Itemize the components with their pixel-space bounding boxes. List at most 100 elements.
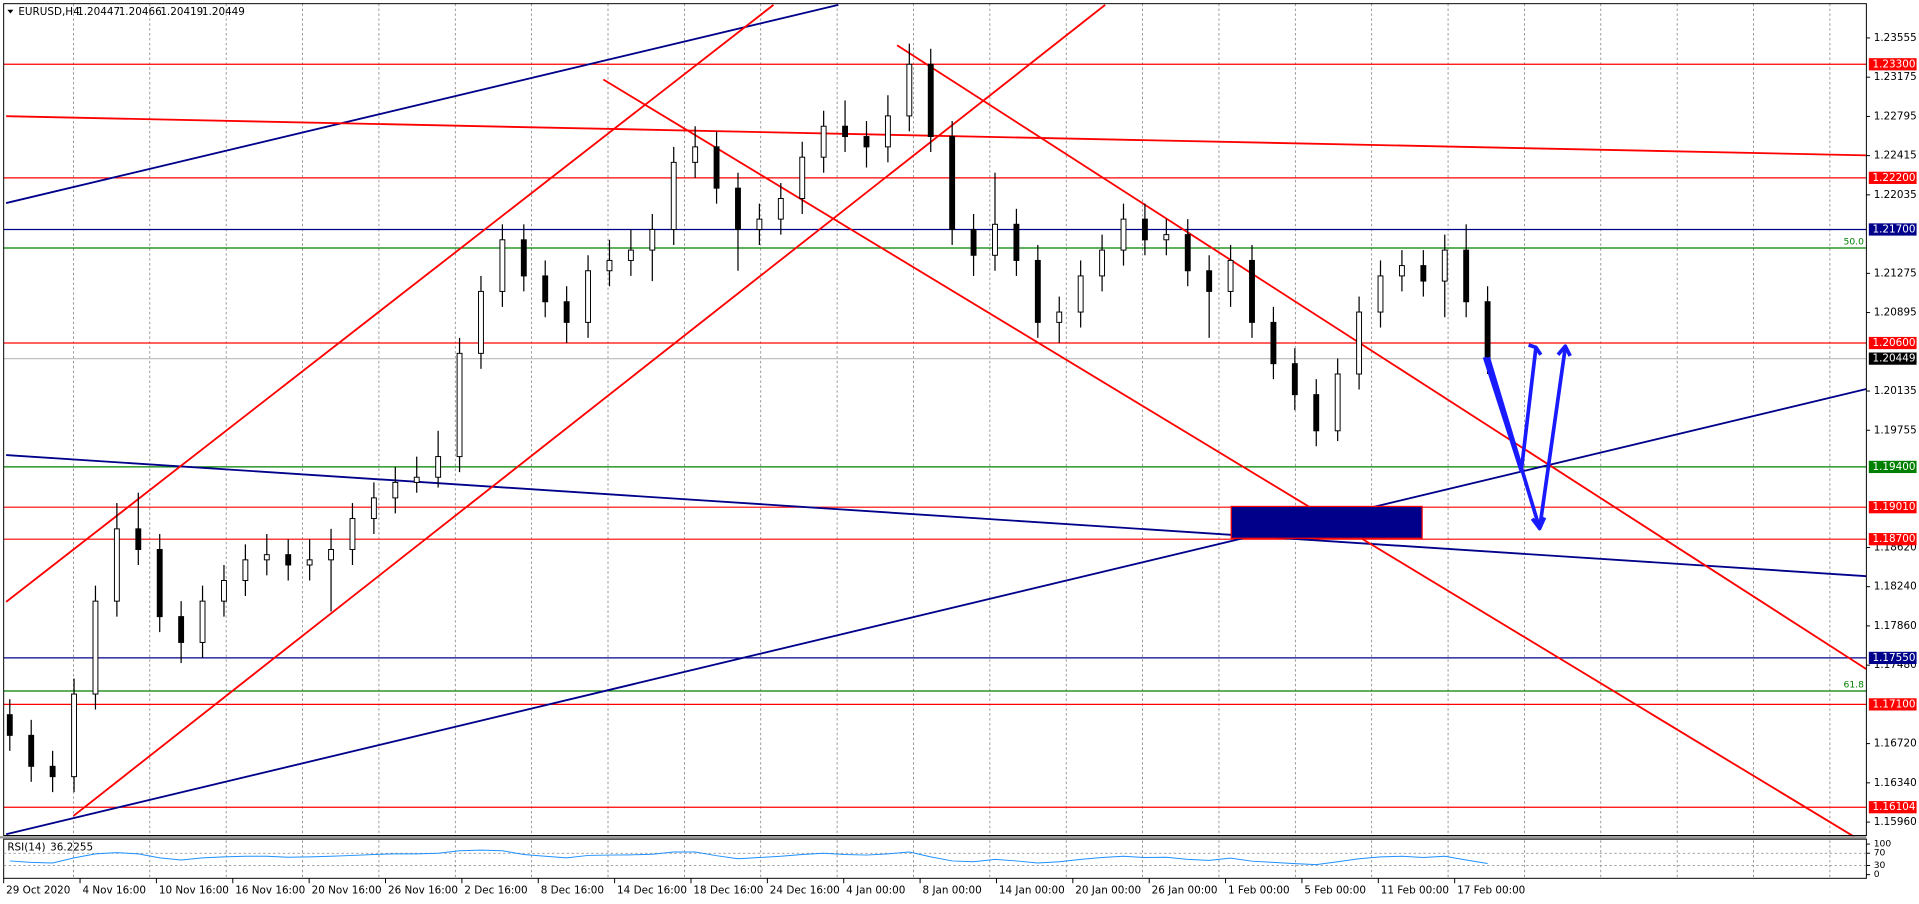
drawings	[5, 4, 1867, 838]
x-tick-label: 8 Jan 00:00	[923, 885, 982, 897]
y-tick-label: 1.20895	[1874, 307, 1917, 319]
candle-body	[884, 115, 891, 148]
x-tick-label: 10 Nov 16:00	[159, 885, 229, 897]
candle-body	[992, 223, 998, 256]
rsi-label: RSI(14)	[7, 842, 45, 854]
candle-body	[92, 600, 99, 695]
candle-body	[221, 579, 227, 602]
y-tick-label: 1.21275	[1874, 267, 1917, 279]
candle-body	[949, 136, 956, 230]
candle-body	[1420, 265, 1427, 282]
candle-body	[906, 63, 913, 117]
header-icon	[7, 9, 14, 14]
x-tick-label: 16 Nov 16:00	[235, 885, 305, 897]
axes: 1.23555 1.23175 1.22795 1.22415 1.22035 1.212…	[3, 32, 1917, 897]
trend-line	[6, 454, 1867, 578]
candle-body	[435, 456, 442, 478]
candle-body	[1141, 218, 1148, 241]
y-tick-label: 1.22795	[1874, 110, 1917, 122]
price-label: 1.22200	[1872, 172, 1915, 184]
price-label-box	[1868, 171, 1917, 184]
candle-body	[863, 136, 870, 148]
candle-body	[1463, 249, 1470, 303]
x-tick-label: 20 Jan 00:00	[1075, 885, 1141, 897]
candle-body	[328, 549, 334, 561]
candle-body	[49, 765, 56, 778]
candle-body	[370, 497, 377, 520]
arrow-head	[1528, 343, 1543, 356]
rsi-tick-label: 100	[1874, 839, 1892, 850]
y-tick-label: 1.17480	[1874, 659, 1917, 671]
candle-body	[520, 239, 527, 277]
x-tick-label: 5 Feb 00:00	[1304, 885, 1366, 897]
candle-body	[670, 161, 677, 230]
price-label: 1.20449	[1872, 353, 1915, 365]
candle-body	[970, 228, 977, 256]
plot-frame	[3, 3, 1867, 836]
candle-body	[1013, 223, 1020, 261]
forecast-arrows	[1482, 343, 1572, 531]
candle-body	[6, 714, 13, 736]
price-label-box	[1868, 460, 1917, 474]
candle-body	[113, 528, 120, 602]
candle-body	[563, 301, 570, 323]
price-label: 1.21700	[1872, 223, 1915, 235]
candles	[6, 43, 1491, 793]
y-tick-label: 1.22415	[1874, 150, 1917, 162]
trend-line	[5, 388, 1867, 836]
y-tick-label: 1.22035	[1874, 189, 1917, 201]
x-tick-label: 14 Dec 16:00	[617, 885, 687, 897]
candle-body	[1313, 394, 1320, 432]
quote-close: 1.20449	[202, 6, 245, 18]
candle-body	[692, 146, 699, 163]
candle-body	[1484, 301, 1491, 360]
price-label-box	[1868, 698, 1917, 711]
candle-body	[392, 481, 399, 499]
trend-line	[6, 115, 1867, 157]
candle-body	[306, 559, 313, 566]
candle-body	[1099, 249, 1106, 277]
y-tick-label: 1.16340	[1874, 777, 1917, 789]
candle-body	[842, 125, 849, 138]
candle-body	[1077, 275, 1084, 313]
candle-body	[1034, 259, 1041, 323]
candle-body	[649, 228, 656, 251]
candle-body	[456, 352, 463, 458]
candle-body	[799, 156, 806, 199]
y-tick-label: 1.23555	[1874, 32, 1917, 44]
x-tick-label: 14 Jan 00:00	[999, 885, 1065, 897]
candle-body	[1120, 218, 1127, 251]
candle-body	[1356, 311, 1363, 375]
quote-high: 1.20466	[119, 6, 162, 18]
candle-body	[735, 187, 741, 230]
x-tick-label: 29 Oct 2020	[6, 885, 70, 897]
rsi-tick-label: 30	[1874, 860, 1886, 871]
x-tick-label: 4 Jan 00:00	[846, 885, 905, 897]
price-label: 1.19010	[1872, 501, 1915, 513]
candle-body	[627, 249, 634, 261]
candle-body	[756, 218, 763, 230]
grid	[73, 3, 1831, 879]
price-label: 1.17550	[1872, 652, 1915, 664]
candle-body	[606, 259, 613, 272]
header: EURUSD,H4 1.20447 1.20466 1.20419 1.2044…	[7, 6, 245, 18]
fib-label: 61.8	[1844, 679, 1865, 690]
candle-body	[1377, 275, 1384, 313]
x-tick-label: 4 Nov 16:00	[82, 885, 145, 897]
candle-body	[263, 554, 270, 561]
x-tick-label: 17 Feb 00:00	[1457, 885, 1525, 897]
candle-body	[478, 290, 484, 354]
rsi-line	[9, 849, 1488, 866]
candle-body	[1206, 270, 1213, 292]
candle-body	[71, 693, 77, 778]
candle-body	[542, 275, 549, 303]
candle-body	[499, 239, 506, 292]
x-tick-label: 2 Dec 16:00	[464, 885, 527, 897]
candle-body	[1291, 363, 1298, 396]
price-label-box	[1868, 223, 1917, 236]
x-tick-label: 26 Jan 00:00	[1152, 885, 1218, 897]
candle-body	[413, 476, 420, 483]
